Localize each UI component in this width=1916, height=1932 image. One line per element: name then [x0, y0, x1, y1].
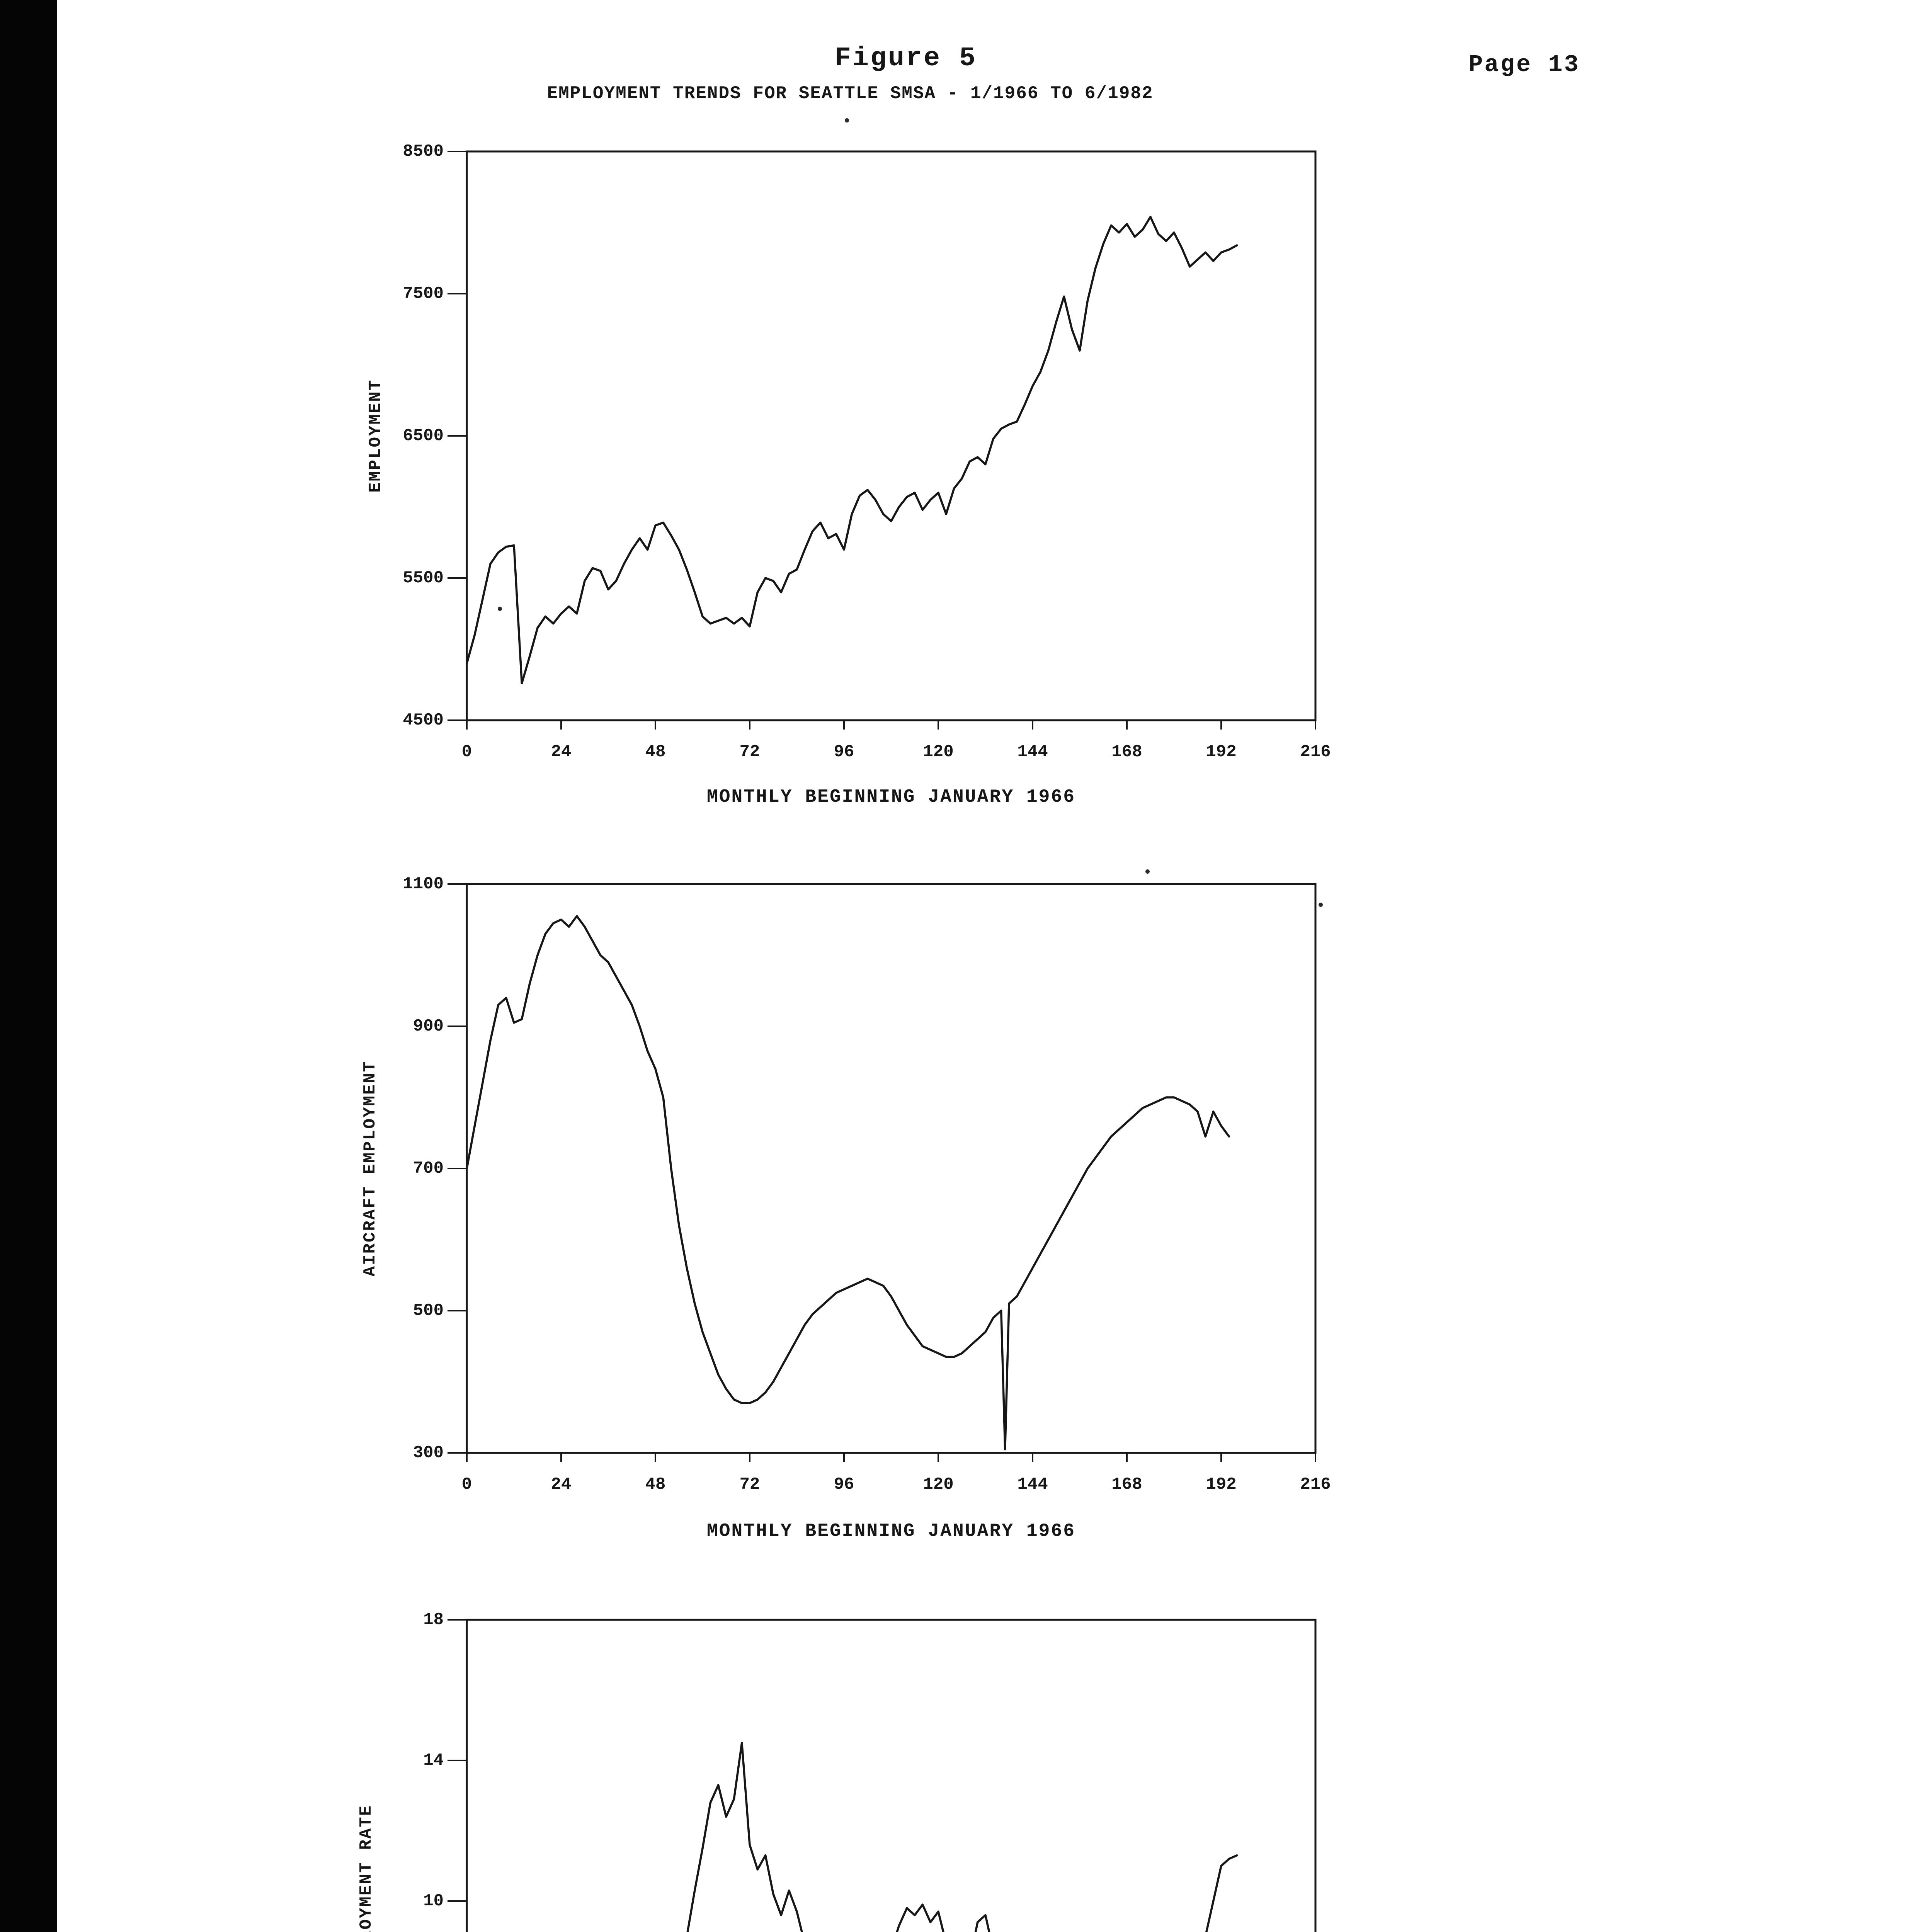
plot-area: [448, 150, 1317, 730]
x-axis-title: MONTHLY BEGINNING JANUARY 1966: [706, 1521, 1076, 1542]
scan-speckle: [498, 607, 502, 611]
x-tick-label: 216: [1300, 1475, 1331, 1494]
plot-border: [466, 1619, 1317, 1932]
plot-area: [448, 883, 1317, 1462]
x-tick-label: 120: [923, 1475, 954, 1494]
x-tick-label: 192: [1206, 742, 1237, 762]
y-tick-label: 6500: [403, 426, 444, 446]
y-tick-label: 500: [413, 1301, 444, 1320]
scan-speckle: [845, 118, 849, 122]
x-tick-label: 24: [551, 742, 572, 762]
plot-area: [448, 1619, 1317, 1932]
data-line: [686, 1742, 1238, 1932]
x-tick-label: 24: [551, 1475, 572, 1494]
y-tick-label: 300: [413, 1443, 444, 1463]
x-tick-label: 0: [461, 1475, 472, 1494]
y-tick-label: 900: [413, 1017, 444, 1036]
x-tick-label: 96: [834, 1475, 854, 1494]
y-tick-label: 14: [423, 1751, 444, 1770]
y-tick-label: 8500: [403, 142, 444, 161]
y-tick-label: 4500: [403, 711, 444, 730]
x-tick-label: 0: [461, 742, 472, 762]
x-tick-label: 120: [923, 742, 954, 762]
y-tick-label: 1100: [403, 874, 444, 894]
scan-speckle: [1145, 869, 1150, 874]
y-tick-label: 18: [423, 1610, 444, 1629]
page-number: Page 13: [1468, 51, 1580, 78]
data-line: [466, 915, 1230, 1451]
data-line: [466, 216, 1238, 685]
scan-edge-artifact: [0, 0, 57, 1932]
figure-subtitle: EMPLOYMENT TRENDS FOR SEATTLE SMSA - 1/1…: [547, 83, 1154, 104]
x-tick-label: 72: [739, 742, 760, 762]
scan-speckle: [1319, 903, 1323, 907]
y-axis-title: UNEMPLOYMENT RATE: [357, 1804, 376, 1932]
x-tick-label: 48: [645, 1475, 666, 1494]
y-tick-label: 7500: [403, 284, 444, 303]
x-tick-label: 144: [1017, 742, 1048, 762]
x-tick-label: 48: [645, 742, 666, 762]
x-tick-label: 216: [1300, 742, 1331, 762]
x-tick-label: 72: [739, 1475, 760, 1494]
x-axis-title: MONTHLY BEGINNING JANUARY 1966: [706, 787, 1076, 808]
y-tick-label: 5500: [403, 568, 444, 588]
y-tick-label: 700: [413, 1159, 444, 1178]
x-tick-label: 168: [1111, 1475, 1142, 1494]
x-tick-label: 96: [834, 742, 854, 762]
y-tick-label: 10: [423, 1891, 444, 1911]
x-tick-label: 168: [1111, 742, 1142, 762]
figure-title: Figure 5: [834, 43, 977, 74]
x-tick-label: 192: [1206, 1475, 1237, 1494]
x-tick-label: 144: [1017, 1475, 1048, 1494]
